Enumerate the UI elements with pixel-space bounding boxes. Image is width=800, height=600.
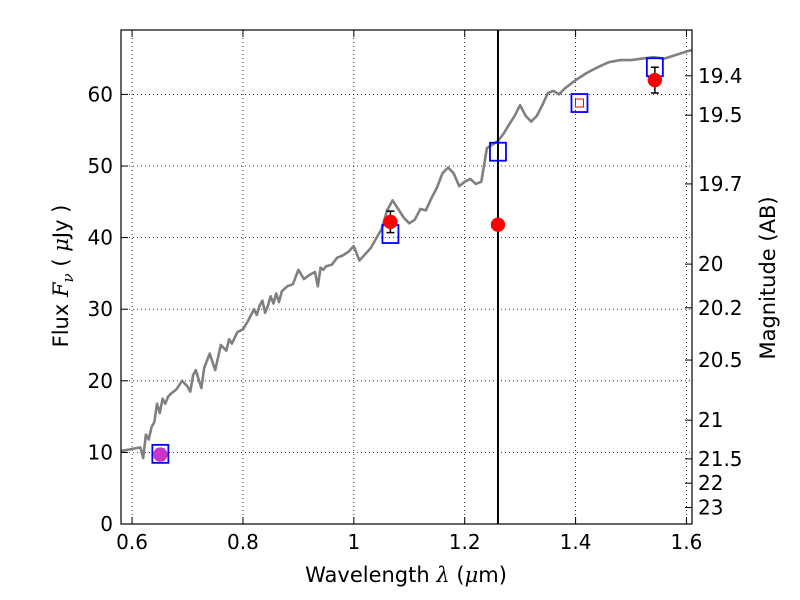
x-axis-label: Wavelength λ (μm) [305, 563, 507, 587]
y2-tick-label: 23 [698, 496, 723, 520]
axes-frame [120, 29, 693, 525]
y2-tick-label: 19.5 [698, 103, 743, 127]
y2-tick-label: 20.5 [698, 348, 743, 372]
y2-tick-label: 19.7 [698, 172, 743, 196]
plot-series-group [121, 30, 692, 524]
x-tick-label: 0.8 [227, 530, 259, 554]
grid [121, 30, 692, 525]
y-tick-label: 0 [100, 512, 113, 536]
x-tick-label: 0.6 [116, 530, 148, 554]
observed-photometry-point [153, 447, 168, 462]
x-tick-label: 1.4 [560, 530, 592, 554]
y2-tick-label: 19.4 [698, 64, 743, 88]
model-photometry-square [151, 443, 170, 464]
y-tick-label: 20 [88, 369, 113, 393]
model-photometry-square [570, 93, 589, 113]
axes: 0.6 0.8 1 1.2 1.4 1.6 0 10 20 30 40 50 60 19.4 19.5 19.… [88, 29, 743, 554]
y-tick-label: 50 [88, 154, 113, 178]
y2-tick-label: 21 [698, 408, 723, 432]
y-axis-label: Flux Fν ( μJy ) [49, 205, 77, 348]
y2-tick-label: 21.5 [698, 447, 743, 471]
y2-tick-label: 20 [698, 252, 723, 276]
small-marker [574, 98, 584, 108]
y-tick-label: 40 [88, 226, 113, 250]
observed-photometry-point [490, 217, 506, 232]
observed-photometry-point [383, 214, 398, 230]
y2-axis-label: Magnitude (AB) [756, 196, 780, 359]
x-tick-label: 1.6 [671, 530, 703, 554]
y-tick-label: 10 [88, 440, 113, 464]
observed-photometry-point [647, 72, 663, 88]
y-tick-label: 60 [88, 82, 113, 106]
plot-area [121, 30, 692, 524]
model-photometry-square [489, 141, 507, 162]
x-tick-label: 1.2 [449, 530, 481, 554]
y2-tick-label: 22 [698, 471, 723, 495]
x-tick-label: 1 [347, 530, 360, 554]
y-tick-label: 30 [88, 297, 113, 321]
y2-tick-label: 20.2 [698, 296, 743, 320]
spectrum-line [121, 48, 692, 460]
